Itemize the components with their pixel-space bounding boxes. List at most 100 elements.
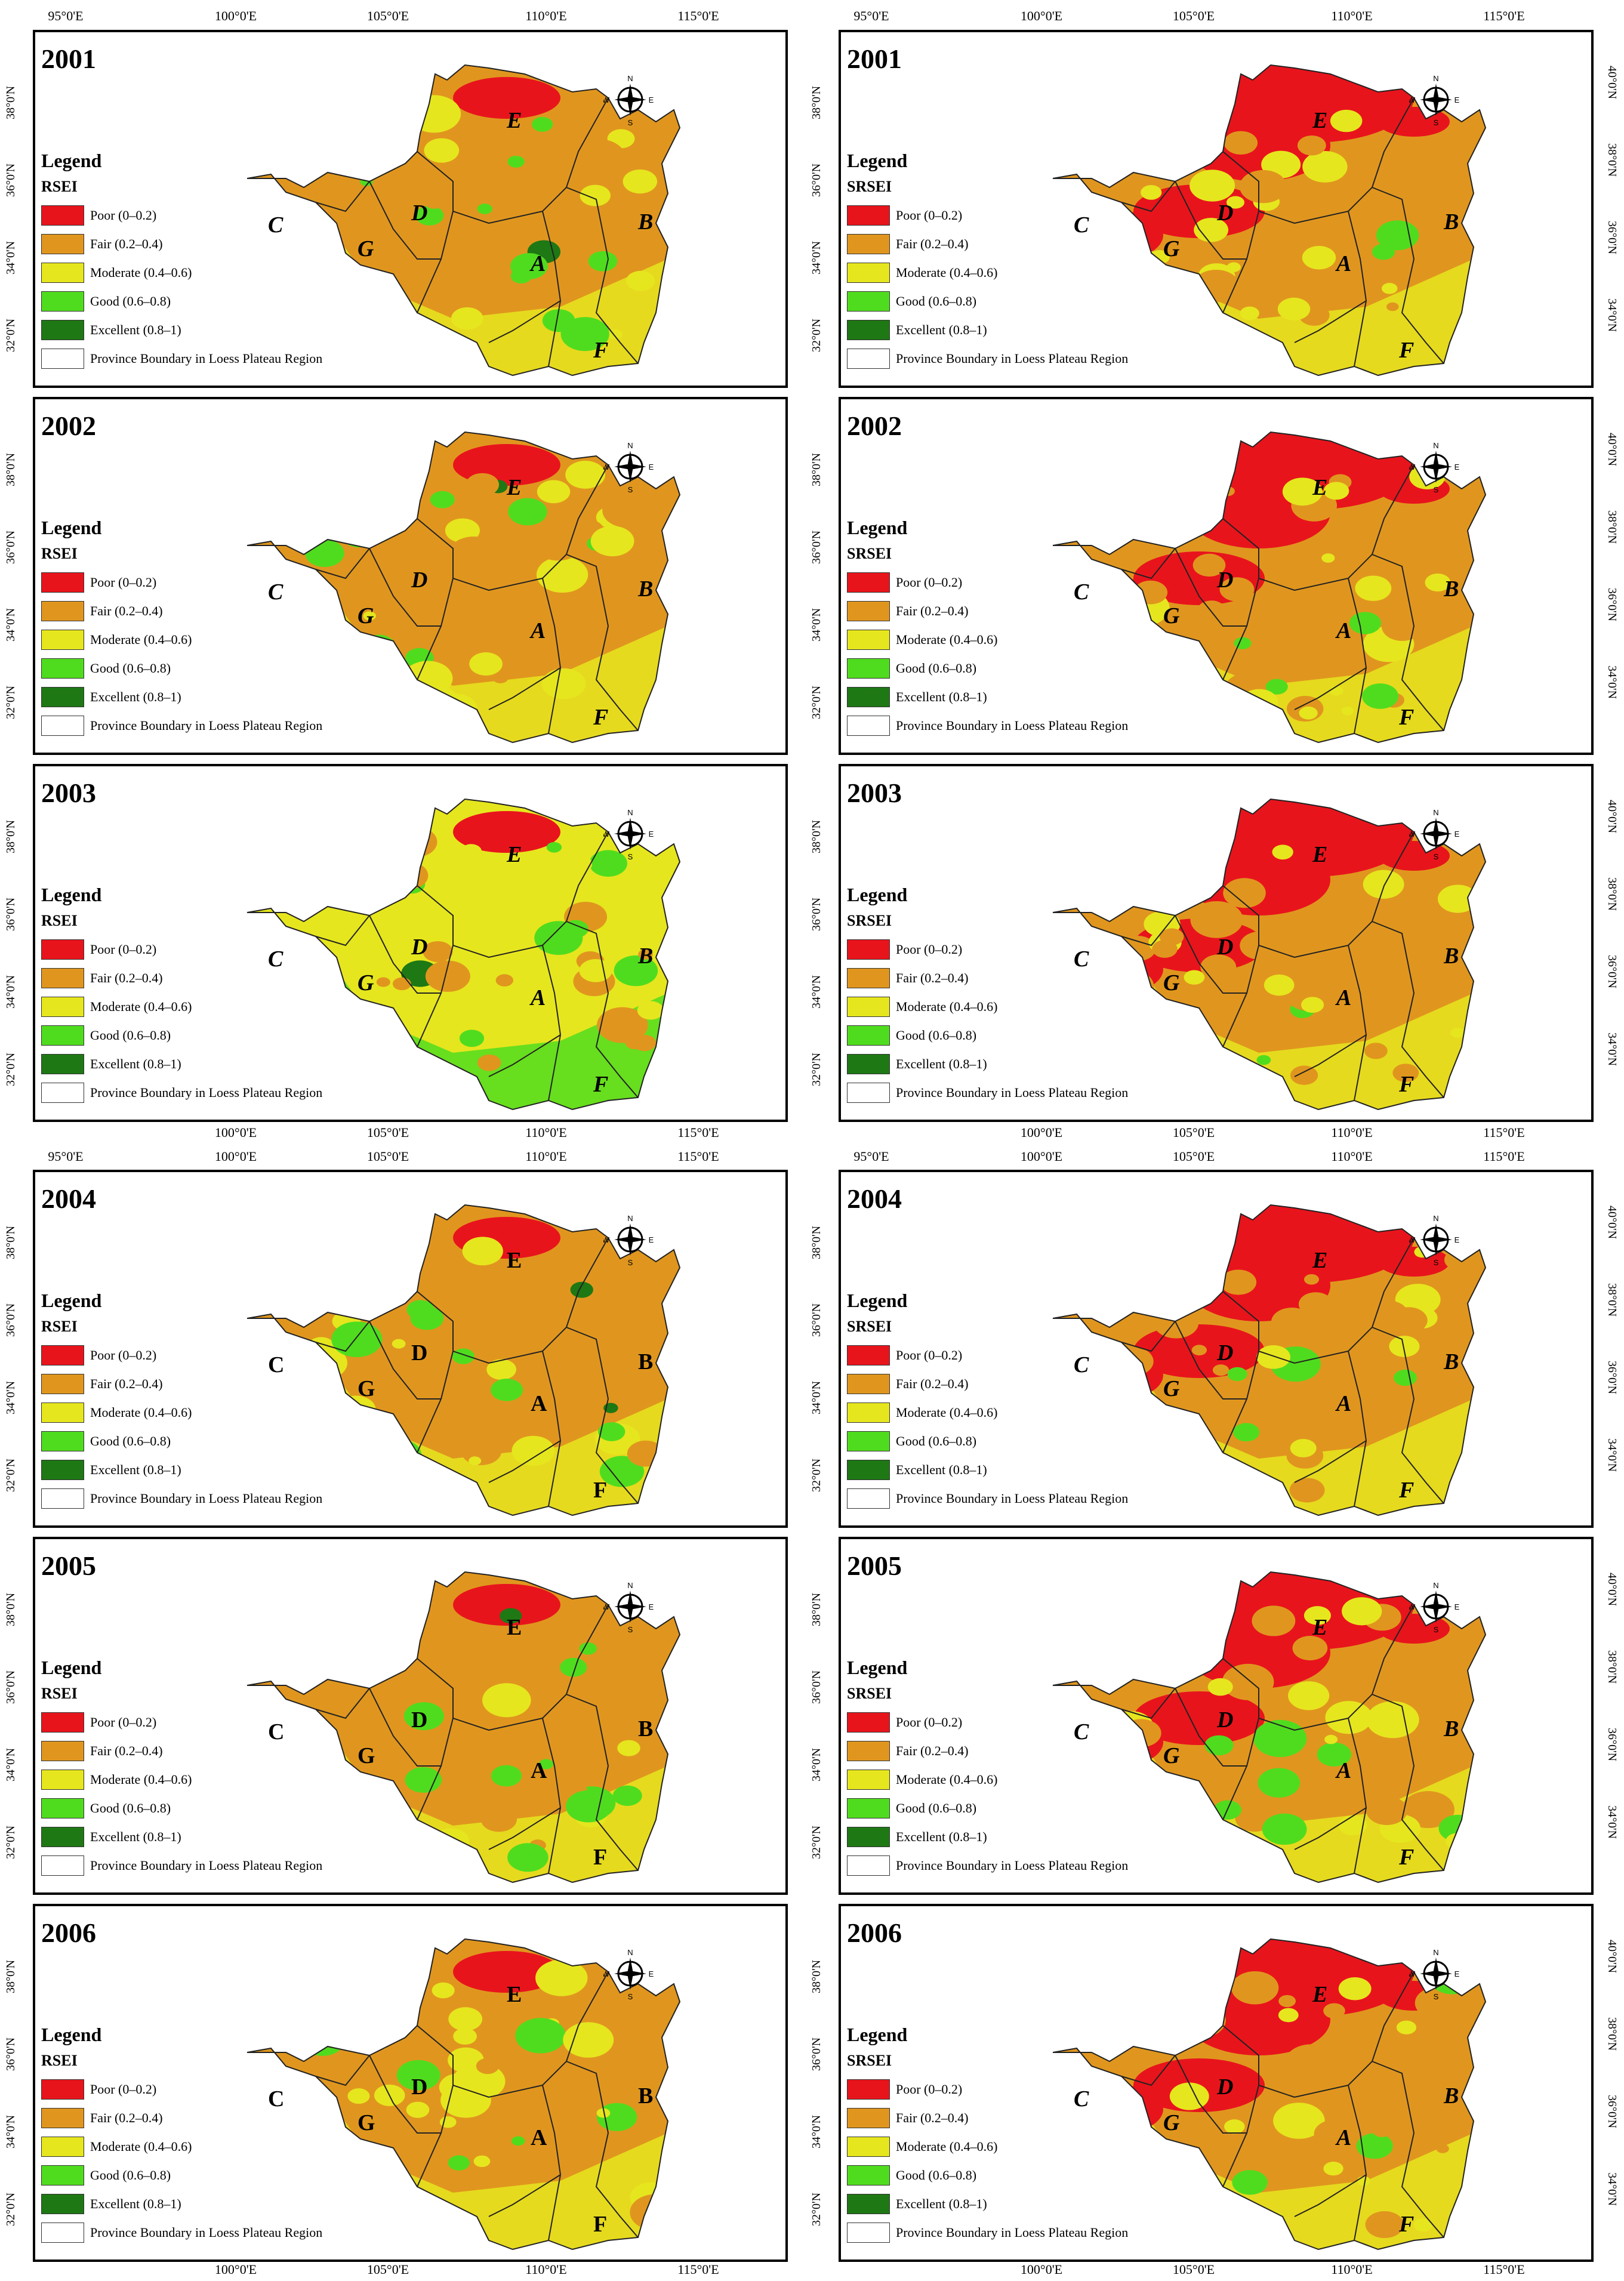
class-patch	[1372, 2124, 1391, 2137]
class-patch	[1285, 2044, 1336, 2080]
lat-label-left: 38°0'N	[4, 85, 17, 119]
legend-item: Good (0.6–0.8)	[41, 1025, 171, 1046]
legend-item-boundary: Province Boundary in Loess Plateau Regio…	[847, 1855, 1128, 1876]
class-patch	[637, 1001, 664, 1020]
class-patch	[319, 500, 374, 538]
legend-index: RSEI	[41, 178, 78, 195]
province-boundary	[1175, 915, 1247, 994]
legend-swatch	[847, 2137, 890, 2157]
class-patch	[621, 867, 652, 889]
legend-title: Legend	[41, 517, 102, 538]
class-patch	[1184, 970, 1205, 985]
class-patch	[375, 1438, 422, 1472]
legend-item: Good (0.6–0.8)	[41, 1431, 171, 1451]
class-patch	[1108, 2196, 1126, 2209]
legend-item: Good (0.6–0.8)	[847, 658, 976, 679]
compass-rose-icon: N S W E	[1409, 1214, 1460, 1266]
legend-index: RSEI	[41, 2052, 78, 2069]
lat-label-left: 36°0'N	[810, 1670, 823, 1704]
legend-item: Moderate (0.4–0.6)	[847, 263, 997, 283]
province-boundary	[488, 2174, 561, 2217]
legend-label: Moderate (0.4–0.6)	[90, 1772, 192, 1787]
class-patch	[1365, 2211, 1404, 2239]
class-patch	[1258, 1768, 1301, 1798]
class-patch	[546, 841, 562, 853]
lon-label-mid-top: 110°0'E	[525, 1149, 567, 1164]
class-patch	[599, 1456, 645, 1487]
class-patch	[1082, 2166, 1126, 2197]
region-label-f: F	[593, 1072, 608, 1097]
class-patch	[1366, 1796, 1408, 1825]
class-patch	[617, 1740, 640, 1756]
class-patch	[424, 138, 460, 163]
legend-swatch	[847, 1712, 890, 1733]
lat-label-left: 38°0'N	[810, 452, 823, 486]
legend-index: RSEI	[41, 912, 78, 929]
legend-item: Excellent (0.8–1)	[847, 1054, 987, 1074]
compass-s-label: S	[628, 118, 633, 127]
lat-label-left: 36°0'N	[810, 1303, 823, 1337]
class-patch	[286, 316, 307, 331]
class-patch	[356, 833, 395, 860]
lat-label-left: 32°0'N	[4, 318, 17, 352]
legend-title: Legend	[847, 884, 908, 905]
rsei-map: A B C D E F G	[246, 431, 681, 744]
region-label-f: F	[1398, 705, 1414, 730]
province-boundary	[315, 2055, 370, 2086]
province-boundary	[488, 300, 561, 343]
class-patch	[294, 1397, 322, 1416]
map-panel-2001-srsei: A B C D E F G 2001 Legend SRSEI Poor (0–0.2) Fair (…	[839, 30, 1594, 388]
class-patch	[405, 1767, 442, 1793]
lon-label-mid-top: 110°0'E	[1331, 1149, 1373, 1164]
class-patch	[452, 1348, 475, 1364]
province-boundary	[1372, 2061, 1444, 2238]
legend-swatch-boundary	[41, 1855, 84, 1876]
class-patch	[1450, 1028, 1465, 1038]
legend-item: Fair (0.2–0.4)	[847, 968, 969, 988]
class-patch	[1302, 151, 1348, 183]
class-patch	[1290, 1065, 1318, 1085]
legend-label: Poor (0–0.2)	[896, 1348, 963, 1363]
class-patch	[1381, 282, 1398, 294]
class-patch	[418, 1642, 446, 1662]
legend-item: Good (0.6–0.8)	[41, 1798, 171, 1818]
legend-index: SRSEI	[847, 2052, 892, 2069]
province-boundary	[1175, 181, 1247, 260]
legend-swatch-boundary	[847, 1488, 890, 1509]
region-label-d: D	[411, 1340, 427, 1365]
class-patch	[1212, 1364, 1229, 1376]
legend-item: Poor (0–0.2)	[847, 205, 962, 226]
legend-label: Province Boundary in Loess Plateau Regio…	[896, 1491, 1129, 1506]
class-patch	[1149, 276, 1176, 294]
class-patch	[1301, 997, 1324, 1013]
lon-label-mid-top: 105°0'E	[1172, 1149, 1215, 1164]
compass-e-label: E	[1454, 830, 1460, 839]
class-patch	[383, 679, 430, 711]
class-patch	[1278, 2008, 1299, 2023]
class-patch	[309, 505, 352, 536]
class-patch	[589, 850, 628, 877]
class-patch	[1232, 2170, 1268, 2195]
map-panel-2004-srsei: A B C D E F G 2004 Legend SRSEI Poor (0–0.2) Fair (…	[839, 1170, 1594, 1528]
compass-rose-icon: N S W E	[1409, 808, 1460, 861]
compass-e-label: E	[1454, 1969, 1460, 1978]
class-patch	[372, 1650, 392, 1663]
class-patch	[403, 1702, 444, 1731]
rsei-map: A B C D E F G	[246, 1571, 681, 1884]
region-label-e: E	[506, 842, 522, 867]
class-patch	[347, 1963, 402, 2001]
compass-n-label: N	[627, 1214, 633, 1223]
region-label-e: E	[1312, 1615, 1327, 1640]
compass-w-label: W	[603, 1969, 610, 1978]
class-patch	[1396, 2020, 1417, 2035]
class-patch	[1223, 878, 1266, 908]
class-patch	[430, 491, 455, 508]
class-patch	[1272, 844, 1293, 860]
province-boundary	[1222, 97, 1415, 224]
legend-item: Excellent (0.8–1)	[41, 1054, 181, 1074]
lon-label-bottom-end: 105°0'E	[1172, 2262, 1215, 2277]
lon-label-mid-top: 115°0'E	[677, 1149, 719, 1164]
region-label-a: A	[1335, 2125, 1351, 2150]
lon-label-top: 95°0'E	[48, 8, 84, 23]
legend-item: Fair (0.2–0.4)	[847, 1374, 969, 1394]
